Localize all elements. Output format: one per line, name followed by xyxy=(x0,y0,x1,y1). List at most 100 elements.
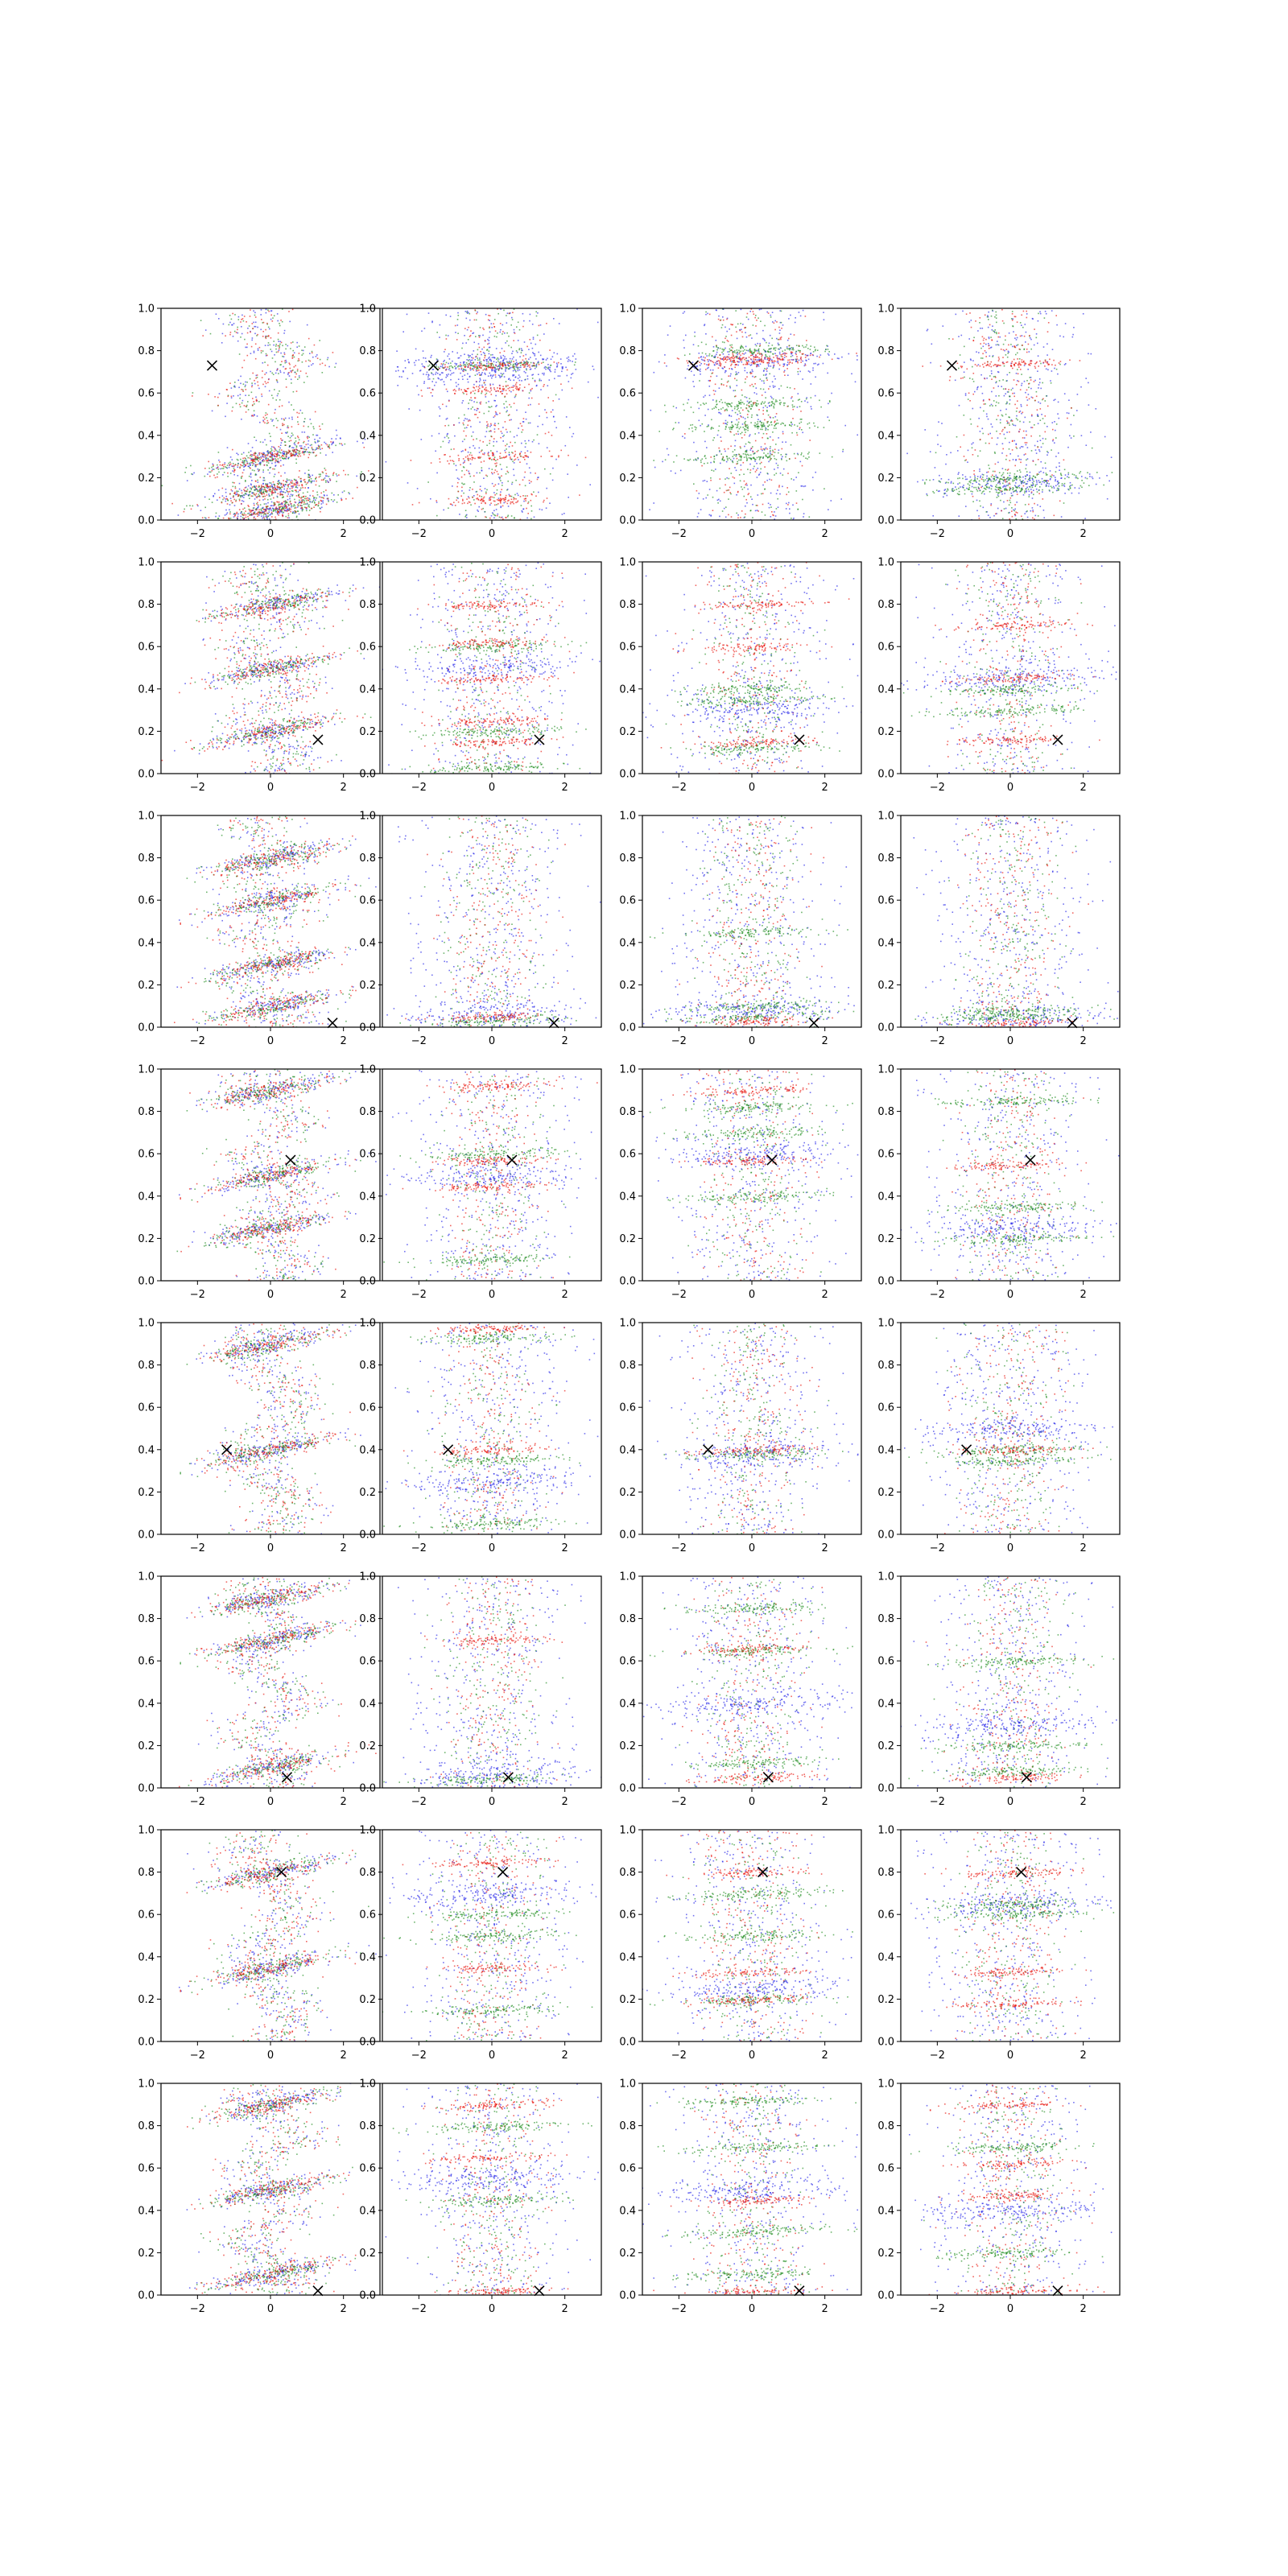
data-point xyxy=(276,380,278,382)
data-point xyxy=(211,410,213,412)
data-point xyxy=(249,316,251,317)
data-point xyxy=(258,463,260,464)
data-point xyxy=(445,334,447,336)
data-point xyxy=(277,493,279,495)
data-point xyxy=(516,386,518,388)
data-point xyxy=(435,450,436,452)
data-point xyxy=(708,355,710,357)
data-point xyxy=(284,492,287,493)
data-point xyxy=(513,462,515,464)
data-point xyxy=(540,389,542,390)
data-point xyxy=(525,455,527,456)
data-point xyxy=(295,455,296,456)
data-point xyxy=(683,354,686,357)
data-point xyxy=(303,382,305,383)
data-point xyxy=(290,479,292,481)
data-point xyxy=(477,365,479,366)
data-point xyxy=(538,443,540,444)
data-point xyxy=(421,395,423,397)
data-point xyxy=(246,459,247,461)
data-point xyxy=(545,507,547,509)
data-point xyxy=(472,497,474,498)
data-point xyxy=(799,398,800,400)
data-point xyxy=(530,472,531,474)
data-point xyxy=(309,501,312,503)
data-point xyxy=(527,501,530,503)
data-point xyxy=(519,384,521,386)
data-point xyxy=(251,447,254,448)
data-point xyxy=(208,394,209,395)
data-point xyxy=(733,407,736,410)
data-point xyxy=(499,367,501,369)
data-point xyxy=(561,514,564,515)
data-point xyxy=(741,336,744,338)
data-point xyxy=(309,360,312,362)
data-point xyxy=(758,419,759,420)
data-point xyxy=(277,512,279,514)
data-point xyxy=(650,409,652,411)
data-point xyxy=(477,407,478,410)
data-point xyxy=(254,493,255,496)
data-point xyxy=(296,481,299,483)
data-point xyxy=(233,469,236,471)
data-point xyxy=(295,491,297,493)
data-point xyxy=(266,413,268,415)
data-point xyxy=(741,486,742,488)
data-point xyxy=(308,497,310,499)
data-point xyxy=(295,437,296,440)
data-point xyxy=(551,409,554,411)
data-point xyxy=(233,323,235,324)
data-point xyxy=(479,384,481,386)
data-point xyxy=(503,389,505,391)
data-point xyxy=(224,462,226,464)
data-point xyxy=(493,497,495,498)
data-point xyxy=(277,513,279,515)
data-point xyxy=(455,390,456,392)
data-point xyxy=(551,479,554,481)
data-point xyxy=(794,388,795,390)
data-point xyxy=(546,487,547,489)
data-point xyxy=(704,440,706,443)
data-point xyxy=(273,341,275,342)
data-point xyxy=(762,374,765,376)
data-point xyxy=(723,491,725,493)
data-point xyxy=(246,346,248,349)
data-point xyxy=(489,346,491,349)
data-point xyxy=(518,459,519,460)
data-point xyxy=(715,469,716,470)
data-point xyxy=(478,447,481,449)
data-point xyxy=(321,362,324,365)
data-point xyxy=(224,526,225,527)
data-point xyxy=(270,451,272,452)
data-point xyxy=(684,377,687,379)
data-point xyxy=(503,499,505,502)
data-point xyxy=(266,460,267,461)
data-point xyxy=(265,312,267,314)
data-point xyxy=(472,407,473,408)
data-point xyxy=(780,310,782,312)
data-point xyxy=(459,514,460,515)
data-point xyxy=(283,452,285,454)
data-point xyxy=(745,484,746,485)
data-point xyxy=(515,502,517,504)
data-point xyxy=(518,366,520,369)
data-point xyxy=(249,467,250,469)
data-point xyxy=(522,456,524,458)
data-point xyxy=(279,510,281,512)
data-point xyxy=(251,337,254,339)
data-point xyxy=(728,498,729,500)
data-point xyxy=(750,416,753,419)
data-point xyxy=(286,453,287,456)
data-point xyxy=(256,456,258,458)
data-point xyxy=(315,499,316,501)
data-point xyxy=(807,354,809,357)
data-point xyxy=(299,497,301,498)
data-point xyxy=(771,345,774,346)
data-point xyxy=(462,378,464,380)
data-point xyxy=(311,502,313,503)
data-point xyxy=(487,452,489,455)
data-point xyxy=(279,455,280,456)
data-point xyxy=(783,371,785,373)
data-point xyxy=(270,310,272,312)
data-point xyxy=(729,328,730,330)
